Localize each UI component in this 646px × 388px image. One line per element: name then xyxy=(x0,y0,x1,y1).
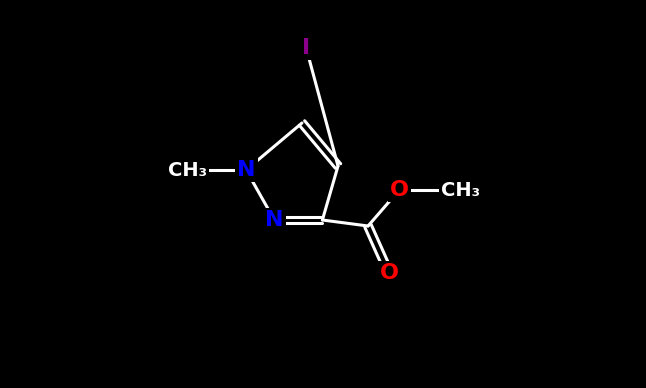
Text: CH₃: CH₃ xyxy=(441,180,481,199)
Text: N: N xyxy=(265,210,284,230)
Text: O: O xyxy=(390,180,409,200)
Text: I: I xyxy=(302,38,310,58)
Text: N: N xyxy=(237,160,255,180)
Text: O: O xyxy=(380,263,399,283)
Text: CH₃: CH₃ xyxy=(168,161,207,180)
